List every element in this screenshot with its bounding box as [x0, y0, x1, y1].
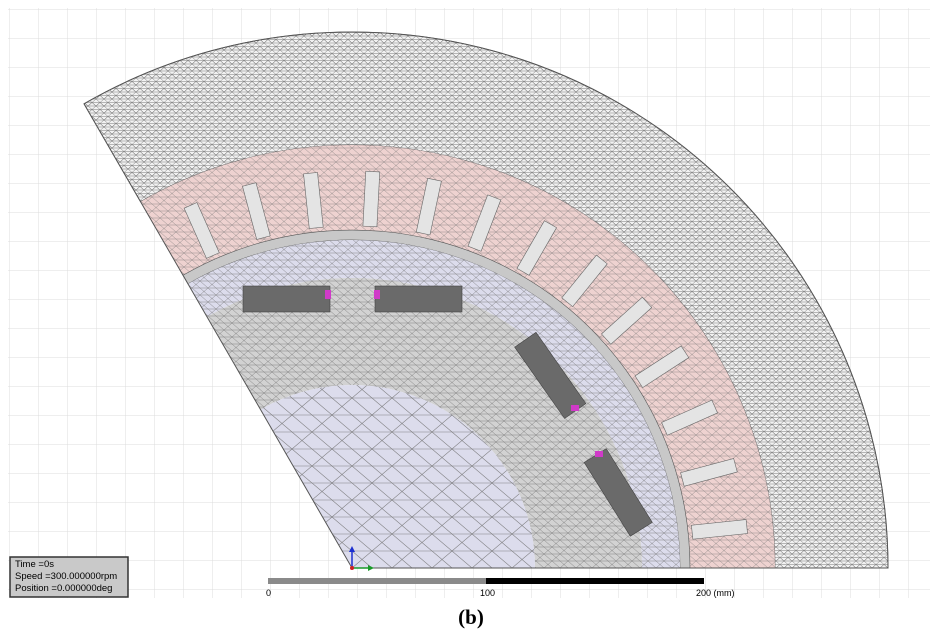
info-position: Position =0.000000deg — [15, 583, 112, 594]
info-speed: Speed =300.000000rpm — [15, 571, 117, 582]
info-time: Time =0s — [15, 559, 54, 570]
scale-label: 200 (mm) — [696, 588, 735, 598]
marker — [571, 405, 579, 411]
marker — [595, 451, 603, 457]
marker — [374, 290, 380, 299]
scale-bar-right — [486, 578, 704, 584]
scale-label: 100 — [480, 588, 495, 598]
marker — [325, 290, 331, 299]
slot — [363, 171, 380, 227]
viewport: Time =0s Speed =300.000000rpm Position =… — [0, 0, 942, 635]
axis-origin — [350, 566, 354, 570]
caption: (b) — [458, 605, 484, 629]
magnet — [375, 286, 462, 312]
page: Time =0s Speed =300.000000rpm Position =… — [0, 0, 942, 635]
magnet — [243, 286, 330, 312]
scale-label: 0 — [266, 588, 271, 598]
scale-bar-left — [268, 578, 486, 584]
